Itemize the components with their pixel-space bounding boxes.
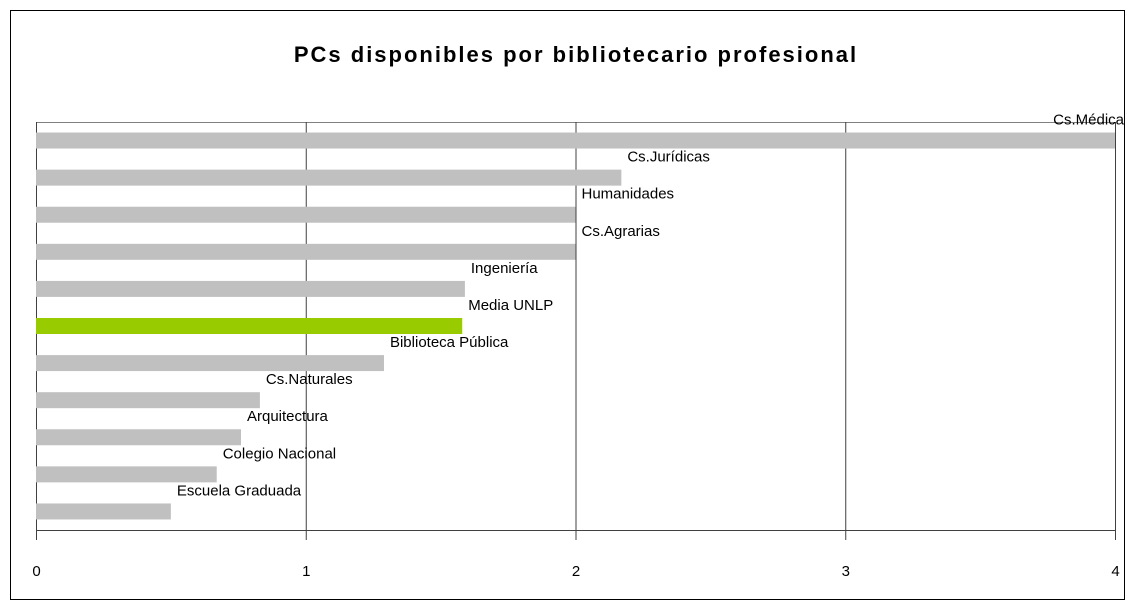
chart-frame bbox=[10, 10, 1125, 600]
bar-label: Cs.Naturales bbox=[266, 371, 353, 388]
chart-title: PCs disponibles por bibliotecario profes… bbox=[294, 42, 858, 67]
bar-label: Cs.Agrarias bbox=[582, 223, 660, 240]
x-tick-label: 1 bbox=[302, 563, 310, 580]
x-tick-label: 4 bbox=[1111, 563, 1119, 580]
bar bbox=[36, 318, 463, 334]
bar-label: Media UNLP bbox=[468, 297, 553, 314]
bar-label: Colegio Nacional bbox=[223, 445, 336, 462]
bar-label: Ingeniería bbox=[471, 260, 538, 277]
bar bbox=[36, 280, 465, 297]
bar-label: Biblioteca Pública bbox=[390, 334, 509, 351]
bar-label: Escuela Graduada bbox=[177, 482, 302, 499]
bar bbox=[36, 169, 622, 186]
bar bbox=[36, 206, 576, 223]
bar bbox=[36, 132, 1115, 149]
bar bbox=[36, 503, 171, 520]
bar-label: Arquitectura bbox=[247, 408, 329, 425]
bar bbox=[36, 392, 260, 409]
bar bbox=[36, 355, 384, 372]
bar-label: Cs.Médica bbox=[1053, 112, 1125, 129]
bar-label: Cs.Jurídicas bbox=[627, 149, 710, 166]
x-tick-label: 3 bbox=[842, 563, 850, 580]
bar bbox=[36, 429, 242, 446]
x-tick-label: 0 bbox=[32, 563, 40, 580]
bar bbox=[36, 243, 576, 260]
bar-label: Humanidades bbox=[582, 186, 675, 203]
x-tick-label: 2 bbox=[572, 563, 580, 580]
bar bbox=[36, 466, 217, 483]
